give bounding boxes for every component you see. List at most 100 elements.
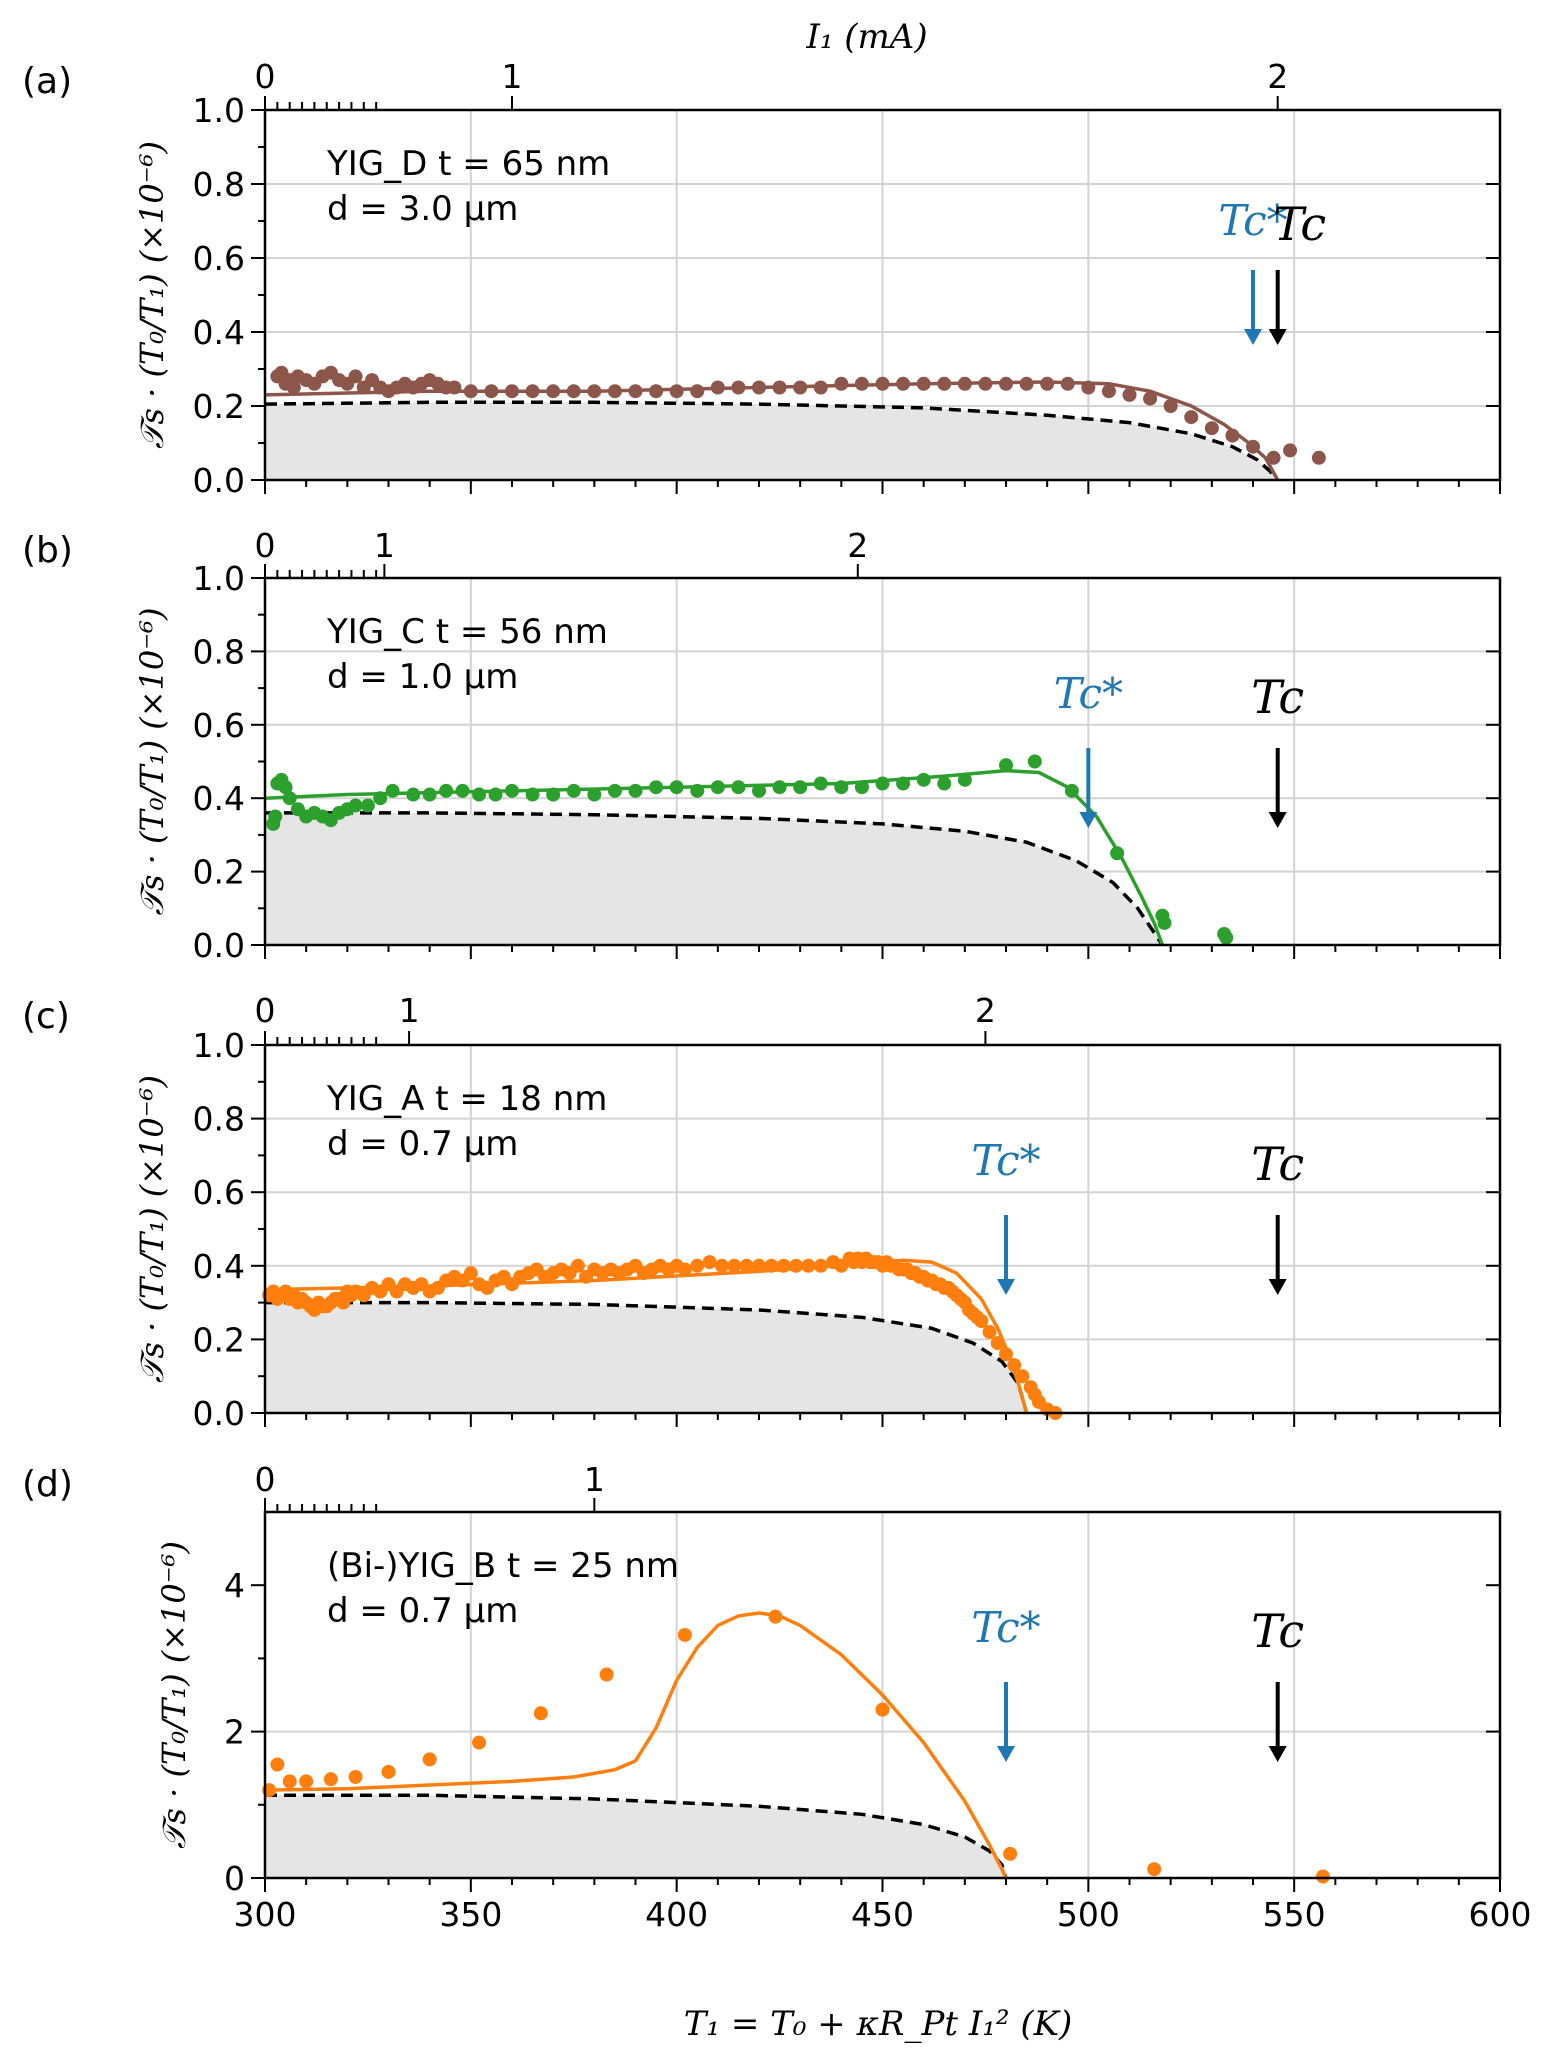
panel-4: 300 350 400 450 500 550 600 0 1 0 2 4 𝒯s · (T₀/T₁) (… (22, 1460, 1532, 1934)
tc-star-arrow-head (1079, 812, 1098, 828)
data-point (455, 783, 470, 798)
data-point (776, 1258, 791, 1273)
data-point (974, 1314, 989, 1328)
panel-label: (d) (22, 1464, 73, 1505)
data-point (1311, 450, 1326, 465)
data-point (982, 1325, 997, 1340)
data-point (999, 376, 1013, 391)
y-tick-label: 0.2 (193, 1320, 245, 1359)
tc-star-arrow-head (997, 1279, 1015, 1295)
data-point (348, 369, 363, 384)
data-point (727, 1258, 742, 1273)
top-tick-label: 1 (399, 991, 420, 1030)
y-tick-label: 0.6 (193, 239, 245, 278)
top-tick-label: 0 (255, 57, 276, 96)
data-point (1143, 391, 1158, 406)
y-tick-label: 0.6 (193, 706, 245, 745)
data-point (789, 1258, 804, 1273)
data-point (739, 1258, 754, 1273)
data-point (270, 1757, 285, 1772)
top-tick-label: 2 (975, 991, 996, 1030)
data-point (1283, 443, 1298, 458)
data-point (1184, 410, 1199, 425)
data-point (690, 783, 705, 798)
panel-3: 0 1 2 0.0 0.2 0.4 0.6 0.8 1.0 𝒯s · (T₀/T₁) (×10⁻⁶… (22, 991, 1502, 1433)
y-axis-title: 𝒯s · (T₀/T₁) (×10⁻⁶) (133, 141, 171, 449)
x-tick-label: 500 (1057, 1895, 1120, 1934)
data-point (587, 787, 602, 802)
data-point (764, 1258, 779, 1273)
data-point (731, 380, 746, 395)
top-tick-label: 2 (1267, 57, 1288, 96)
theory-dashed-line (265, 1793, 1008, 1879)
data-point (896, 776, 911, 791)
x-tick-label: 300 (234, 1895, 297, 1934)
data-point (1246, 439, 1260, 454)
data-point (1081, 380, 1096, 395)
y-tick-label: 4 (224, 1566, 245, 1605)
data-point (957, 772, 972, 787)
data-point (484, 384, 499, 399)
data-point (566, 783, 581, 798)
y-tick-label: 0.2 (193, 387, 245, 426)
shaded-region (265, 402, 1278, 480)
data-point (282, 791, 297, 806)
width-label: d = 3.0 µm (327, 189, 518, 229)
data-point (299, 1774, 314, 1789)
data-point (373, 791, 388, 806)
tc-label: Tc (1273, 197, 1326, 251)
data-point (472, 787, 487, 802)
data-point (348, 798, 363, 813)
data-point (422, 787, 437, 802)
data-point (854, 376, 869, 391)
theory-dashed-line (265, 1300, 1029, 1414)
data-point (854, 780, 869, 795)
data-point (282, 1774, 297, 1789)
y-tick-label: 0.8 (193, 632, 245, 671)
data-point (533, 1706, 548, 1721)
data-point (813, 776, 828, 791)
y-tick-label: 0.0 (193, 926, 245, 965)
tc-star-label: Tc* (971, 1603, 1040, 1652)
panels: 0 1 2 0.0 0.2 0.4 0.6 0.8 1.0 𝒯s · (T₀/T₁) (×10⁻⁶… (22, 57, 1532, 1934)
data-point (1110, 846, 1125, 861)
data-point (649, 780, 664, 795)
data-point (710, 380, 725, 395)
data-point (1266, 450, 1281, 465)
panel-2: 0 1 2 0.0 0.2 0.4 0.6 0.8 1.0 𝒯s · (T₀/T₁) (×10⁻⁶… (22, 526, 1502, 965)
data-point (896, 376, 911, 391)
data-point (525, 787, 540, 802)
data-point (1157, 915, 1172, 930)
data-point (834, 780, 849, 795)
tc-star-label: Tc* (971, 1136, 1040, 1185)
y-axis-title: 𝒯s · (T₀/T₁) (×10⁻⁶) (155, 1541, 193, 1849)
data-point (793, 780, 808, 795)
data-point (752, 783, 766, 798)
shaded-region (265, 812, 1163, 945)
data-point (278, 780, 293, 795)
data-point (937, 776, 952, 791)
data-point (1015, 1369, 1030, 1384)
y-tick-label: 0.4 (193, 1247, 245, 1286)
data-point (772, 380, 787, 395)
data-point (628, 783, 643, 798)
data-point (649, 384, 664, 399)
width-label: d = 0.7 µm (327, 1591, 518, 1631)
data-point (768, 1609, 783, 1624)
tc-star-label: Tc* (1218, 196, 1287, 245)
theory-dashed-line (264, 400, 1280, 482)
x-tick-label: 450 (851, 1895, 914, 1934)
tc-arrow-head (1268, 329, 1287, 345)
y-tick-label: 0.6 (193, 1173, 245, 1212)
data-point (937, 376, 952, 391)
tc-star-arrow-head (997, 1746, 1015, 1762)
data-point (505, 384, 519, 399)
data-point (422, 1752, 437, 1767)
y-tick-label: 1.0 (193, 1026, 245, 1065)
y-tick-label: 2 (224, 1713, 245, 1752)
data-point (990, 1336, 1005, 1351)
data-point (801, 1258, 816, 1273)
data-point (690, 1258, 705, 1273)
data-point (813, 380, 828, 395)
tc-label: Tc (1251, 1604, 1304, 1658)
